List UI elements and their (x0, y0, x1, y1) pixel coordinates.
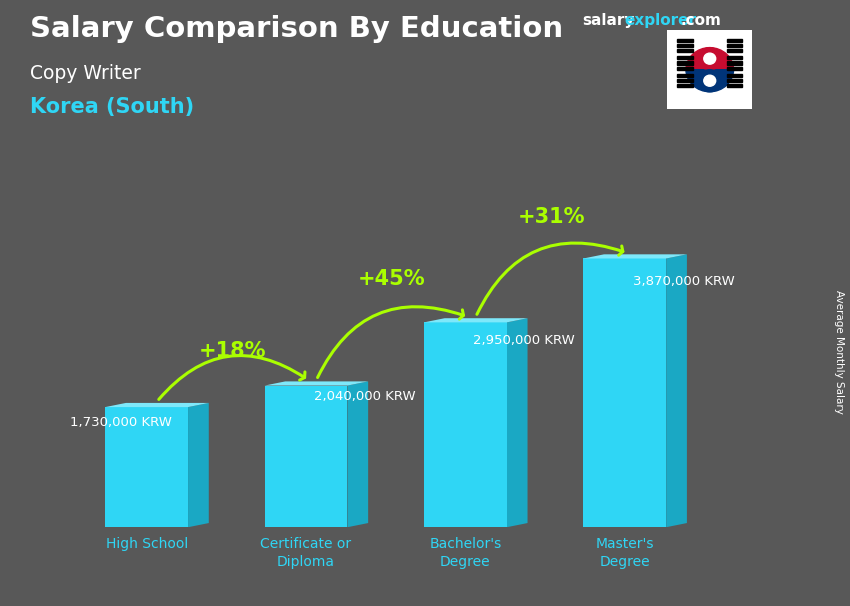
Circle shape (698, 70, 722, 92)
Text: 2,040,000 KRW: 2,040,000 KRW (314, 390, 416, 402)
Bar (727, 39, 742, 42)
Wedge shape (686, 70, 734, 92)
Text: .com: .com (680, 13, 721, 28)
Text: +18%: +18% (199, 341, 266, 361)
Text: 1,730,000 KRW: 1,730,000 KRW (70, 416, 172, 428)
Bar (677, 67, 693, 70)
Bar (677, 79, 693, 82)
Circle shape (704, 53, 716, 64)
Polygon shape (424, 318, 528, 322)
Bar (677, 56, 693, 59)
Bar (677, 61, 693, 65)
Text: Copy Writer: Copy Writer (30, 64, 140, 82)
Bar (264, 385, 348, 527)
Polygon shape (188, 403, 209, 527)
Polygon shape (507, 318, 528, 527)
Text: Average Monthly Salary: Average Monthly Salary (834, 290, 844, 413)
Bar (727, 79, 742, 82)
Circle shape (698, 48, 722, 70)
Text: Salary Comparison By Education: Salary Comparison By Education (30, 15, 563, 43)
Polygon shape (583, 255, 687, 259)
Text: salary: salary (582, 13, 635, 28)
Bar (727, 67, 742, 70)
Text: explorer: explorer (625, 13, 697, 28)
Bar (727, 74, 742, 77)
Text: 2,950,000 KRW: 2,950,000 KRW (473, 334, 575, 347)
Bar (105, 407, 188, 527)
Text: 3,870,000 KRW: 3,870,000 KRW (632, 275, 734, 288)
Bar (677, 84, 693, 87)
Bar (677, 44, 693, 47)
Bar (677, 49, 693, 52)
Bar (727, 49, 742, 52)
Bar (677, 74, 693, 77)
Polygon shape (666, 255, 687, 527)
Bar (583, 259, 666, 527)
Text: Korea (South): Korea (South) (30, 97, 194, 117)
Bar (424, 322, 507, 527)
Polygon shape (264, 381, 368, 385)
Bar (727, 84, 742, 87)
Bar (727, 44, 742, 47)
Bar (727, 56, 742, 59)
Text: +45%: +45% (358, 269, 426, 289)
Polygon shape (348, 381, 368, 527)
Text: +31%: +31% (518, 207, 585, 227)
Bar (677, 39, 693, 42)
Wedge shape (686, 48, 734, 70)
Circle shape (704, 75, 716, 86)
Bar (727, 61, 742, 65)
Polygon shape (105, 403, 209, 407)
